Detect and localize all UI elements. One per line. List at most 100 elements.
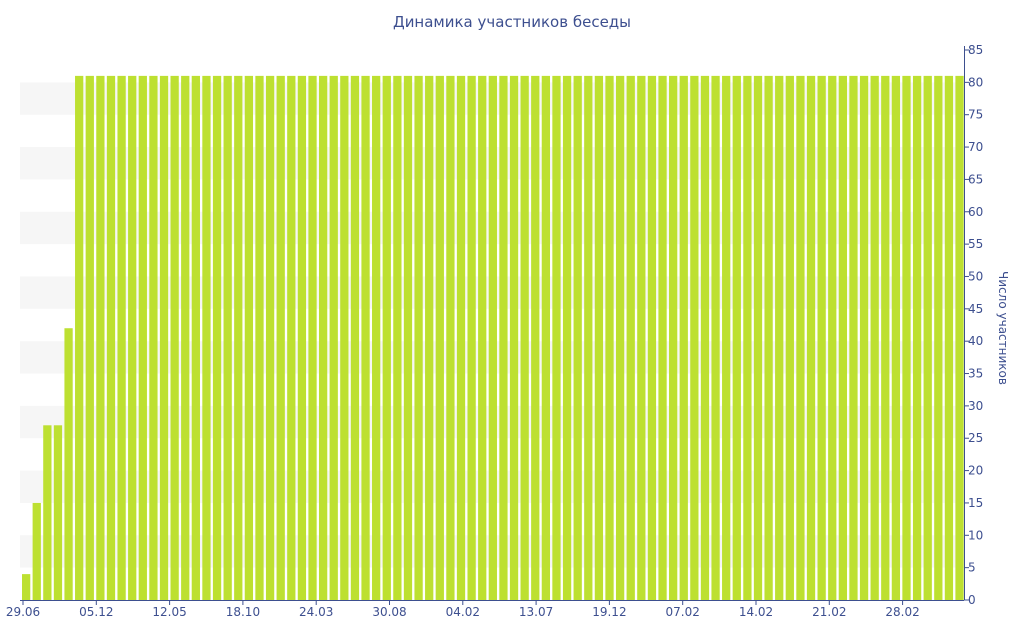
x-tick-label: 05.12 bbox=[79, 605, 113, 619]
bar bbox=[478, 75, 487, 601]
bar bbox=[149, 75, 158, 601]
bar bbox=[467, 75, 476, 601]
bar bbox=[626, 75, 635, 601]
bar bbox=[234, 75, 243, 601]
bar bbox=[584, 75, 593, 601]
bar bbox=[828, 75, 837, 601]
x-tick-label: 13.07 bbox=[519, 605, 553, 619]
bar bbox=[212, 75, 222, 601]
bar bbox=[318, 75, 328, 601]
x-axis: 29.06 05.12 12.05 18.10 24.03 30.08 04.02 13.07… bbox=[6, 600, 964, 619]
y-axis: 0 5 10 15 20 25 30 35 40 45 50 55 60 65 70 75 80 85 bbox=[964, 43, 983, 607]
x-tick-label: 21.02 bbox=[812, 605, 846, 619]
x-tick-label: 12.05 bbox=[152, 605, 186, 619]
x-tick-label: 04.02 bbox=[446, 605, 480, 619]
bar bbox=[902, 75, 911, 601]
bar bbox=[329, 75, 338, 601]
y-tick-label: 50 bbox=[968, 269, 983, 283]
x-tick-label: 28.02 bbox=[885, 605, 919, 619]
bar bbox=[785, 75, 794, 601]
bar bbox=[647, 75, 657, 601]
bar bbox=[96, 75, 105, 601]
y-tick-label: 30 bbox=[968, 399, 983, 413]
bar bbox=[573, 75, 582, 601]
bar bbox=[22, 574, 31, 600]
bar bbox=[669, 75, 678, 601]
bar bbox=[181, 75, 190, 601]
y-tick-label: 35 bbox=[968, 367, 983, 381]
bar bbox=[117, 75, 126, 601]
x-tick-label: 30.08 bbox=[372, 605, 406, 619]
bar bbox=[244, 75, 254, 601]
bar bbox=[891, 75, 901, 601]
bar bbox=[531, 75, 540, 601]
bar bbox=[85, 75, 94, 601]
bar bbox=[446, 75, 455, 601]
bar bbox=[403, 75, 413, 601]
bar bbox=[53, 425, 63, 600]
y-tick-label: 80 bbox=[968, 75, 983, 89]
bar bbox=[690, 75, 699, 601]
bar bbox=[308, 75, 317, 601]
y-tick-label: 20 bbox=[968, 464, 983, 478]
y-tick-label: 55 bbox=[968, 237, 983, 251]
bar bbox=[637, 75, 646, 601]
bar bbox=[509, 75, 519, 601]
bar bbox=[732, 75, 741, 601]
y-tick-label: 75 bbox=[968, 108, 983, 122]
y-tick-label: 45 bbox=[968, 302, 983, 316]
bar bbox=[743, 75, 752, 601]
bar bbox=[753, 75, 763, 601]
bar bbox=[435, 75, 444, 601]
y-tick-label: 10 bbox=[968, 528, 983, 542]
bar bbox=[170, 75, 179, 601]
bar bbox=[456, 75, 466, 601]
x-tick-label: 29.06 bbox=[6, 605, 40, 619]
x-tick-label: 07.02 bbox=[666, 605, 700, 619]
chart-title: Динамика участников беседы bbox=[392, 13, 632, 31]
bar bbox=[191, 75, 200, 601]
bar bbox=[32, 502, 41, 600]
bar bbox=[859, 75, 869, 601]
y-tick-label: 15 bbox=[968, 496, 983, 510]
bar bbox=[382, 75, 391, 601]
y-tick-label: 60 bbox=[968, 205, 983, 219]
bar bbox=[912, 75, 922, 601]
bar bbox=[75, 75, 84, 601]
bar bbox=[594, 75, 604, 601]
y-axis-title: Число участников bbox=[996, 271, 1010, 385]
y-tick-label: 85 bbox=[968, 43, 983, 57]
bar bbox=[615, 75, 625, 601]
bar bbox=[43, 425, 52, 600]
y-tick-label: 0 bbox=[968, 593, 976, 607]
y-tick-label: 65 bbox=[968, 172, 983, 186]
bar bbox=[372, 75, 381, 601]
bar bbox=[775, 75, 784, 601]
bar bbox=[287, 75, 296, 601]
y-tick-label: 5 bbox=[968, 561, 976, 575]
bar bbox=[562, 75, 572, 601]
bar bbox=[944, 75, 954, 601]
bar bbox=[923, 75, 932, 601]
bar bbox=[393, 75, 402, 601]
x-tick-label: 19.12 bbox=[592, 605, 626, 619]
y-tick-label: 40 bbox=[968, 334, 983, 348]
bar bbox=[881, 75, 890, 601]
bar bbox=[64, 328, 73, 600]
bar bbox=[276, 75, 285, 601]
bar bbox=[202, 75, 211, 601]
bar bbox=[764, 75, 773, 601]
bar bbox=[870, 75, 879, 601]
bar bbox=[679, 75, 688, 601]
bar bbox=[541, 75, 551, 601]
bar bbox=[499, 75, 508, 601]
bar bbox=[722, 75, 731, 601]
bar bbox=[265, 75, 275, 601]
bar bbox=[796, 75, 805, 601]
bars bbox=[22, 75, 964, 601]
bar bbox=[223, 75, 232, 601]
bar bbox=[128, 75, 137, 601]
bar bbox=[350, 75, 360, 601]
